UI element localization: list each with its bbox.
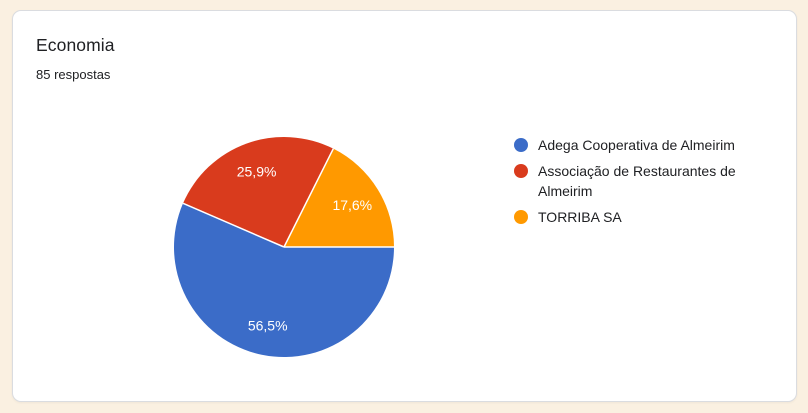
- legend-label: Adega Cooperativa de Almeirim: [538, 137, 735, 153]
- summary-card: Economia 85 respostas 56,5% 25,9% 17,6% Ad…: [12, 10, 797, 402]
- legend-item-2: TORRIBA SA: [514, 207, 783, 227]
- slice-separator: [283, 148, 334, 248]
- legend-label: TORRIBA SA: [538, 209, 622, 225]
- pie-chart[interactable]: 56,5% 25,9% 17,6%: [173, 136, 395, 358]
- legend-color-dot: [514, 164, 528, 178]
- slice-percent-label: 17,6%: [332, 197, 372, 213]
- question-title: Economia: [36, 35, 115, 55]
- legend-color-dot: [514, 210, 528, 224]
- legend-label: Associação de Restaurantes de Almeirim: [538, 163, 736, 199]
- pie-slice-2[interactable]: [284, 148, 394, 247]
- response-count: 85 respostas: [36, 67, 111, 82]
- pie-slice-0[interactable]: [174, 203, 394, 358]
- legend-item-0: Adega Cooperativa de Almeirim: [514, 135, 783, 155]
- legend-color-dot: [514, 138, 528, 152]
- slice-percent-label: 25,9%: [237, 164, 277, 180]
- legend-item-1: Associação de Restaurantes de Almeirim: [514, 161, 783, 201]
- slice-percent-label: 56,5%: [248, 318, 288, 334]
- chart-legend: Adega Cooperativa de Almeirim Associação …: [514, 135, 783, 227]
- slice-separator: [182, 202, 285, 248]
